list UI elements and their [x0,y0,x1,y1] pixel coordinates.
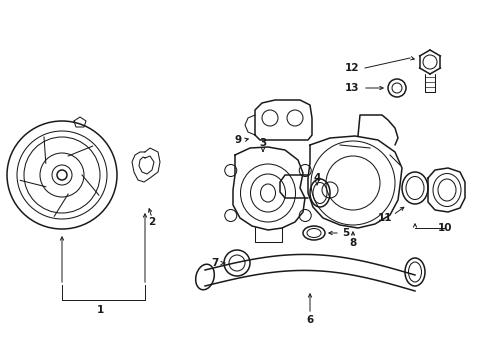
Text: 3: 3 [259,138,267,148]
Text: 8: 8 [349,238,357,248]
Text: 6: 6 [306,315,314,325]
Text: 4: 4 [313,173,320,183]
Text: 12: 12 [345,63,359,73]
Text: 9: 9 [234,135,242,145]
Text: 2: 2 [148,217,156,227]
Text: 11: 11 [378,213,392,223]
Text: 13: 13 [345,83,359,93]
Text: 5: 5 [343,228,350,238]
Text: 7: 7 [211,258,219,268]
Text: 10: 10 [438,223,452,233]
Text: 1: 1 [97,305,103,315]
